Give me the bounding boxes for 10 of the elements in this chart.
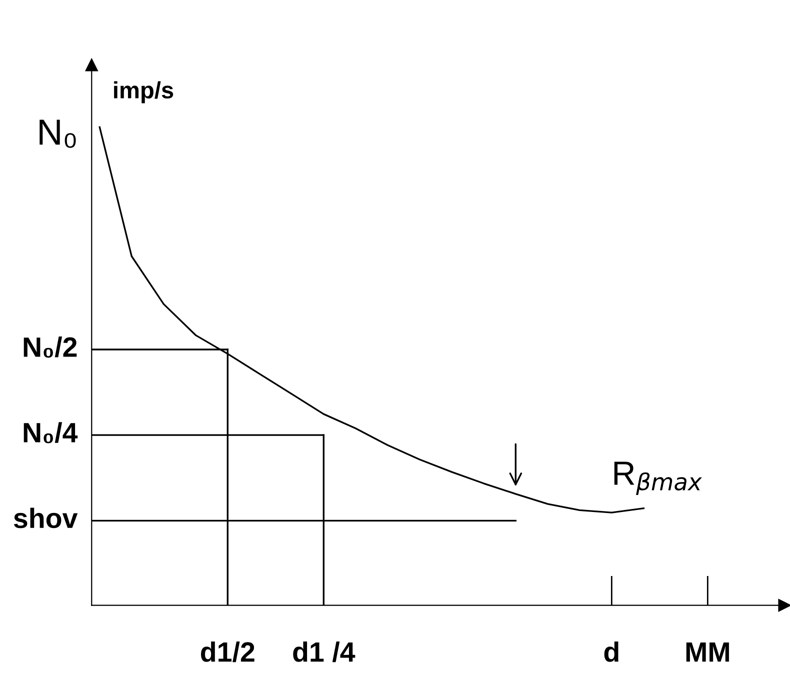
x-tick-label: d1 /4: [293, 641, 356, 662]
ref-line-label: N₀/2: [24, 336, 77, 358]
ref-line-label: N₀/4: [24, 422, 78, 444]
text: N₀: [40, 120, 76, 148]
y-axis-title: imp/s: [114, 81, 174, 104]
annotation: R$_{βmax}$: [614, 462, 702, 496]
x-tick-label: MM: [686, 642, 729, 662]
x-tick-label: d: [604, 641, 618, 662]
ref-line-label: shov: [14, 508, 78, 528]
x-tick-label: d1/2: [201, 641, 254, 662]
